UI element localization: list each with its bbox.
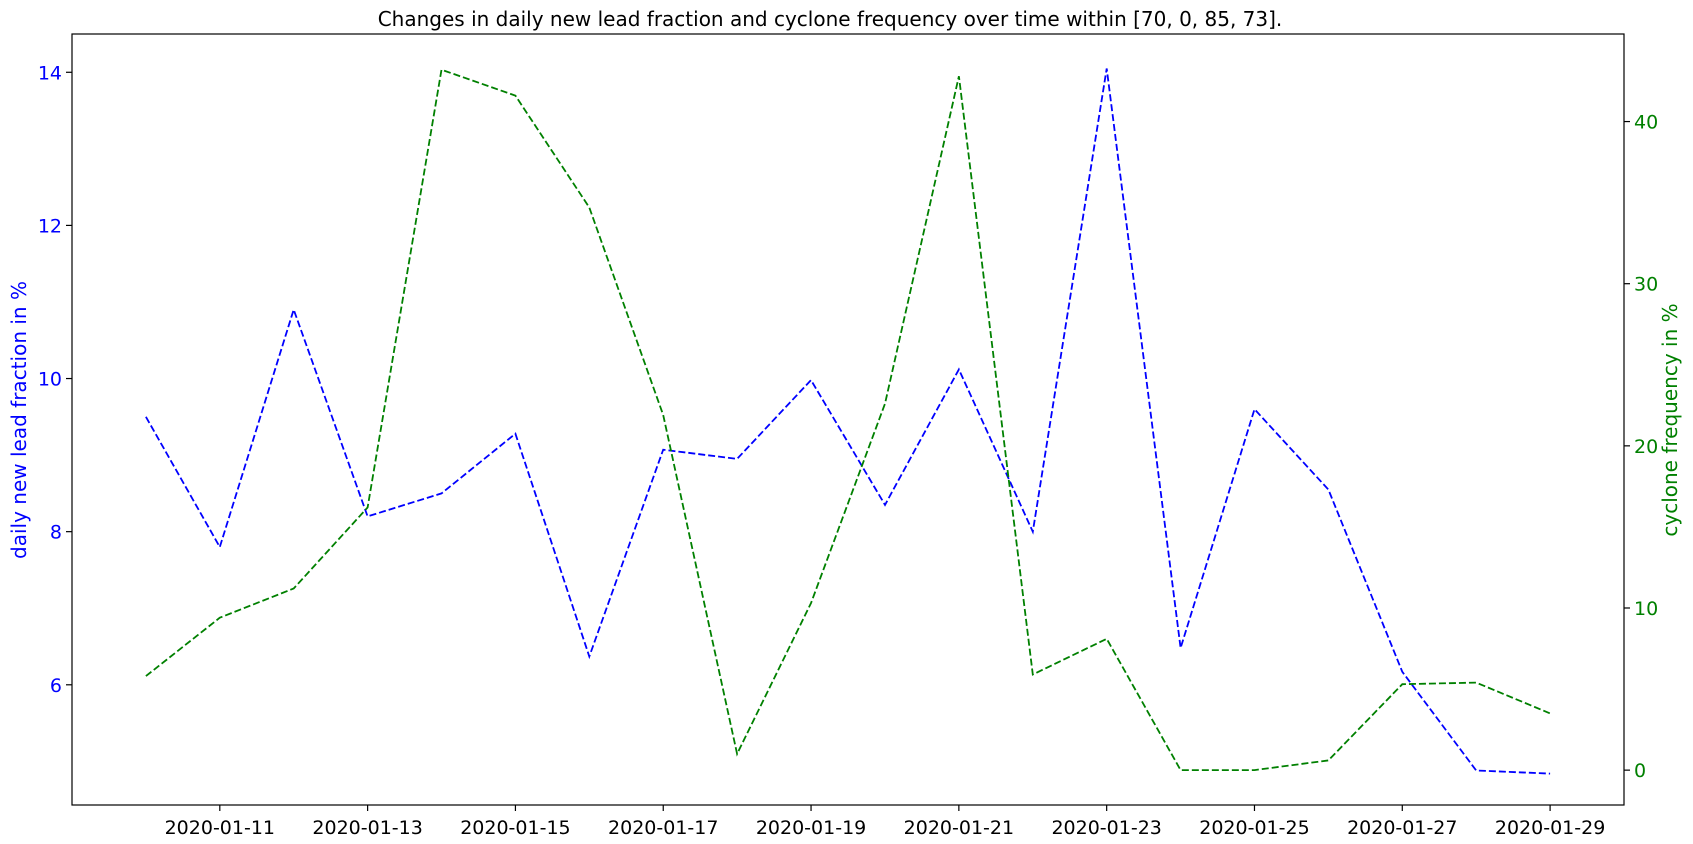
- x-tick-label: 2020-01-29: [1495, 817, 1605, 839]
- chart-title: Changes in daily new lead fraction and c…: [378, 7, 1283, 31]
- right-y-tick-label: 10: [1634, 598, 1658, 620]
- x-tick-label: 2020-01-19: [756, 817, 866, 839]
- left-y-axis-label: daily new lead fraction in %: [7, 281, 31, 559]
- left-y-tick-label: 14: [38, 62, 62, 84]
- left-y-tick-label: 6: [50, 675, 62, 697]
- right-y-axis: 0 10 20 30 40: [1624, 112, 1658, 782]
- x-tick-label: 2020-01-17: [608, 817, 718, 839]
- left-y-tick-label: 8: [50, 522, 62, 544]
- x-tick-label: 2020-01-15: [460, 817, 570, 839]
- series-line-cyclone-frequency: [145, 68, 1551, 771]
- right-y-tick-label: 30: [1634, 274, 1658, 296]
- right-y-tick-label: 40: [1634, 112, 1658, 134]
- series-lines: [145, 68, 1551, 775]
- right-y-tick-label: 20: [1634, 436, 1658, 458]
- left-y-tick-label: 10: [38, 369, 62, 391]
- x-tick-label: 2020-01-21: [904, 817, 1014, 839]
- right-y-axis-label: cyclone frequency in %: [1658, 303, 1682, 536]
- x-tick-label: 2020-01-11: [165, 817, 275, 839]
- x-tick-label: 2020-01-13: [312, 817, 422, 839]
- plot-area-frame: [71, 33, 1625, 806]
- x-axis: 2020-01-11 2020-01-13 2020-01-15 2020-01-17…: [165, 805, 1605, 839]
- left-y-axis: 6 8 10 12 14: [38, 62, 72, 697]
- series-line-daily-new-lead-fraction: [145, 68, 1551, 775]
- x-tick-label: 2020-01-25: [1199, 817, 1309, 839]
- left-y-tick-label: 12: [38, 215, 62, 237]
- right-y-tick-label: 0: [1634, 760, 1646, 782]
- x-tick-label: 2020-01-23: [1051, 817, 1161, 839]
- x-tick-label: 2020-01-27: [1347, 817, 1457, 839]
